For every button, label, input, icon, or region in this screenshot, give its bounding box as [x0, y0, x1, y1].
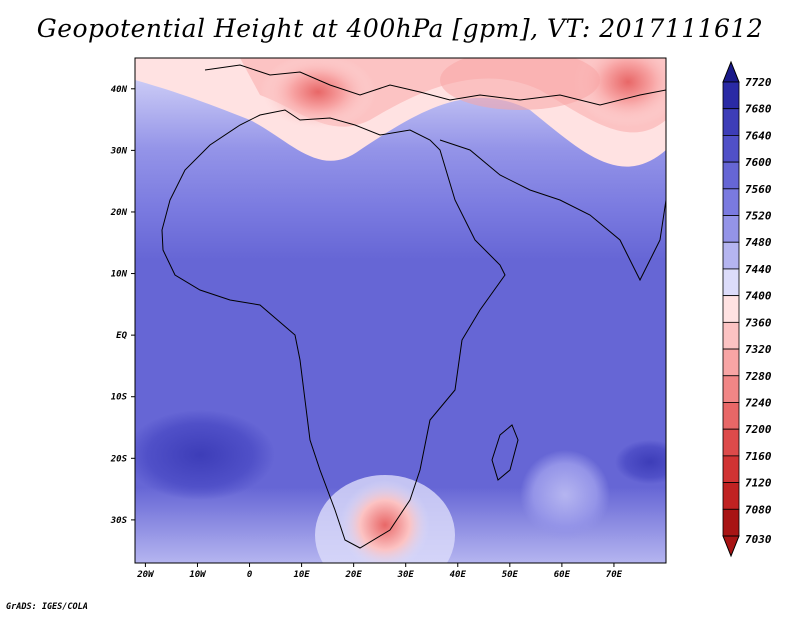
colorbar-top-arrow [722, 60, 740, 83]
footer-credit: GrADS: IGES/COLA [6, 602, 88, 612]
indian-ocean-feature [520, 450, 610, 540]
africa-coastline [161, 109, 506, 549]
southern-europe [204, 64, 666, 106]
colorbar-segment [722, 482, 740, 510]
colorbar-segment [722, 375, 740, 403]
colorbar-segment [722, 402, 740, 430]
plot-frame [134, 57, 667, 564]
y-tick-label: 20S [110, 454, 128, 464]
arabia-coastline [439, 139, 666, 282]
y-tick-label: 10S [111, 393, 128, 403]
south-africa-high [340, 480, 430, 563]
colorbar-label: 7480 [745, 236, 772, 249]
x-tick-label: 20W [136, 570, 155, 580]
plot-area [135, 58, 666, 563]
colorbar-label: 7440 [745, 263, 772, 276]
colorbar-segment [722, 508, 740, 537]
colorbar-segment [722, 135, 740, 163]
middle-east-ridge [440, 58, 600, 110]
colorbar-segment [722, 81, 740, 110]
x-tick-label: 20E [345, 570, 363, 580]
colorbar-segment [722, 455, 740, 483]
x-tick-label: 40E [450, 570, 467, 580]
colorbar-bottom-arrow [722, 535, 740, 558]
colorbar-segment [722, 268, 740, 297]
colorbar-segment [722, 321, 740, 350]
colorbar-segment [722, 161, 740, 190]
east-indian-low [615, 440, 666, 484]
colorbar-label: 7240 [745, 396, 772, 409]
x-tick-label: 10W [189, 570, 207, 580]
atlantic-low [135, 410, 275, 500]
madagascar [491, 424, 519, 481]
y-tick-label: 20N [110, 208, 128, 218]
y-tick-label: 30S [110, 516, 128, 526]
colorbar-label: 7280 [745, 370, 772, 383]
colorbar-segment [722, 108, 740, 136]
x-tick-label: 30E [397, 570, 415, 580]
colorbar-label: 7120 [745, 477, 772, 490]
colorbar-segment [722, 215, 740, 243]
colorbar-label: 7600 [745, 156, 772, 169]
colorbar-segment [722, 295, 740, 323]
colorbar-label: 7680 [745, 103, 772, 116]
colorbar-segment [722, 428, 740, 457]
colorbar-label: 7520 [745, 210, 772, 223]
colorbar-segment [722, 348, 740, 377]
colorbar-label: 7720 [745, 76, 772, 89]
x-tick-label: 60E [554, 570, 571, 580]
y-tick-label: 30N [110, 146, 128, 156]
colorbar-label: 7080 [745, 503, 772, 516]
colorbar-label: 7320 [745, 343, 772, 356]
y-tick-label: 40N [111, 85, 128, 95]
x-tick-label: 50E [502, 570, 519, 580]
colorbar-label: 7560 [745, 183, 772, 196]
colorbar-label: 7640 [745, 129, 772, 142]
coastlines [161, 64, 666, 549]
colorbar-segment [722, 241, 740, 270]
y-tick-label: EQ [116, 331, 127, 341]
colorbar-label: 7200 [745, 423, 772, 436]
mediterranean-high [260, 58, 376, 130]
y-tick-label: 10N [111, 270, 128, 280]
x-tick-label: 10E [293, 570, 310, 580]
colorbar-label: 7030 [745, 533, 772, 546]
colorbar-segment [722, 188, 740, 216]
chart-title: Geopotential Height at 400hPa [gpm], VT:… [36, 14, 764, 43]
x-tick-label: 0 [247, 570, 253, 580]
colorbar-label: 7360 [745, 316, 772, 329]
x-tick-label: 70E [606, 570, 623, 580]
colorbar-label: 7400 [745, 290, 772, 303]
colorbar-label: 7160 [745, 450, 772, 463]
